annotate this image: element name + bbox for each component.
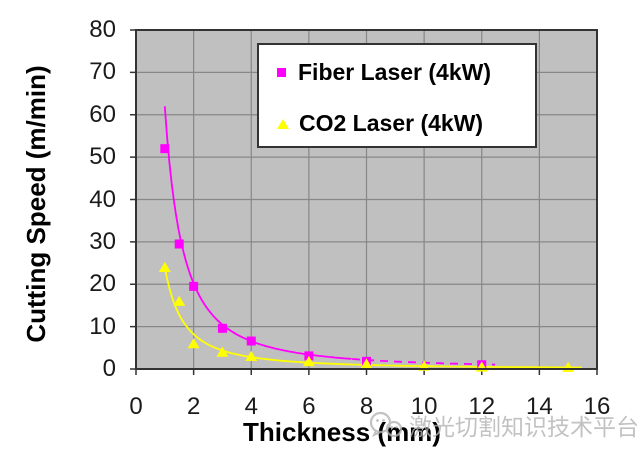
co2-laser-data-point bbox=[216, 346, 229, 357]
x-tick-label: 8 bbox=[359, 393, 374, 420]
co2-laser-data-point bbox=[302, 355, 315, 367]
x-tick-label: 14 bbox=[526, 393, 553, 420]
x-tick-label: 10 bbox=[410, 393, 438, 420]
fiber-laser-data-point bbox=[217, 323, 227, 333]
x-tick-label: 12 bbox=[468, 393, 496, 420]
legend-item-fiber-laser: Fiber Laser (4kW) bbox=[259, 47, 535, 98]
x-tick-label: 6 bbox=[302, 393, 316, 420]
co2-laser-data-point bbox=[360, 358, 373, 369]
y-axis-title: Cutting Speed (m/min) bbox=[21, 65, 51, 343]
x-tick-label: 2 bbox=[186, 393, 201, 420]
fiber-laser-legend-label: Fiber Laser (4kW) bbox=[298, 59, 491, 85]
fiber-laser-legend-marker-icon bbox=[277, 68, 286, 77]
wechat-icon bbox=[369, 411, 403, 437]
x-tick-label: 16 bbox=[583, 393, 611, 420]
co2-laser-legend-marker-icon bbox=[277, 118, 289, 129]
co2-laser-trendline bbox=[163, 267, 582, 369]
y-tick-label: 30 bbox=[89, 227, 116, 255]
co2-laser-data-point bbox=[158, 261, 171, 272]
co2-laser-data-point bbox=[187, 338, 200, 349]
watermark: 激光切割知识技术平台 bbox=[368, 408, 639, 442]
y-tick-label: 50 bbox=[89, 143, 116, 171]
co2-laser-data-point bbox=[173, 295, 186, 306]
y-tick-label: 0 bbox=[102, 355, 116, 382]
y-tick-label: 80 bbox=[89, 16, 116, 43]
x-axis-title: Thickness (mm) bbox=[243, 417, 441, 447]
y-tick-label: 70 bbox=[89, 58, 116, 86]
fiber-laser-data-point bbox=[304, 351, 314, 361]
legend: Fiber Laser (4kW) CO2 Laser (4kW) bbox=[257, 43, 537, 148]
fiber-laser-data-point bbox=[189, 281, 199, 291]
fiber-laser-data-point bbox=[174, 239, 184, 249]
x-tick-label: 0 bbox=[129, 393, 143, 420]
fiber-laser-data-point bbox=[160, 144, 170, 154]
y-tick-label: 40 bbox=[89, 185, 116, 213]
co2-laser-data-point bbox=[245, 350, 258, 361]
watermark-text: 激光切割知识技术平台 bbox=[409, 414, 639, 440]
x-tick-label: 4 bbox=[244, 393, 258, 420]
fiber-laser-data-point bbox=[246, 336, 256, 346]
co2-laser-legend-label: CO2 Laser (4kW) bbox=[299, 110, 484, 136]
y-tick-label: 10 bbox=[89, 312, 116, 340]
plot-border bbox=[135, 29, 598, 370]
y-tick-label: 20 bbox=[89, 270, 116, 298]
y-tick-label: 60 bbox=[89, 100, 116, 128]
legend-item-co2-laser: CO2 Laser (4kW) bbox=[259, 98, 535, 149]
